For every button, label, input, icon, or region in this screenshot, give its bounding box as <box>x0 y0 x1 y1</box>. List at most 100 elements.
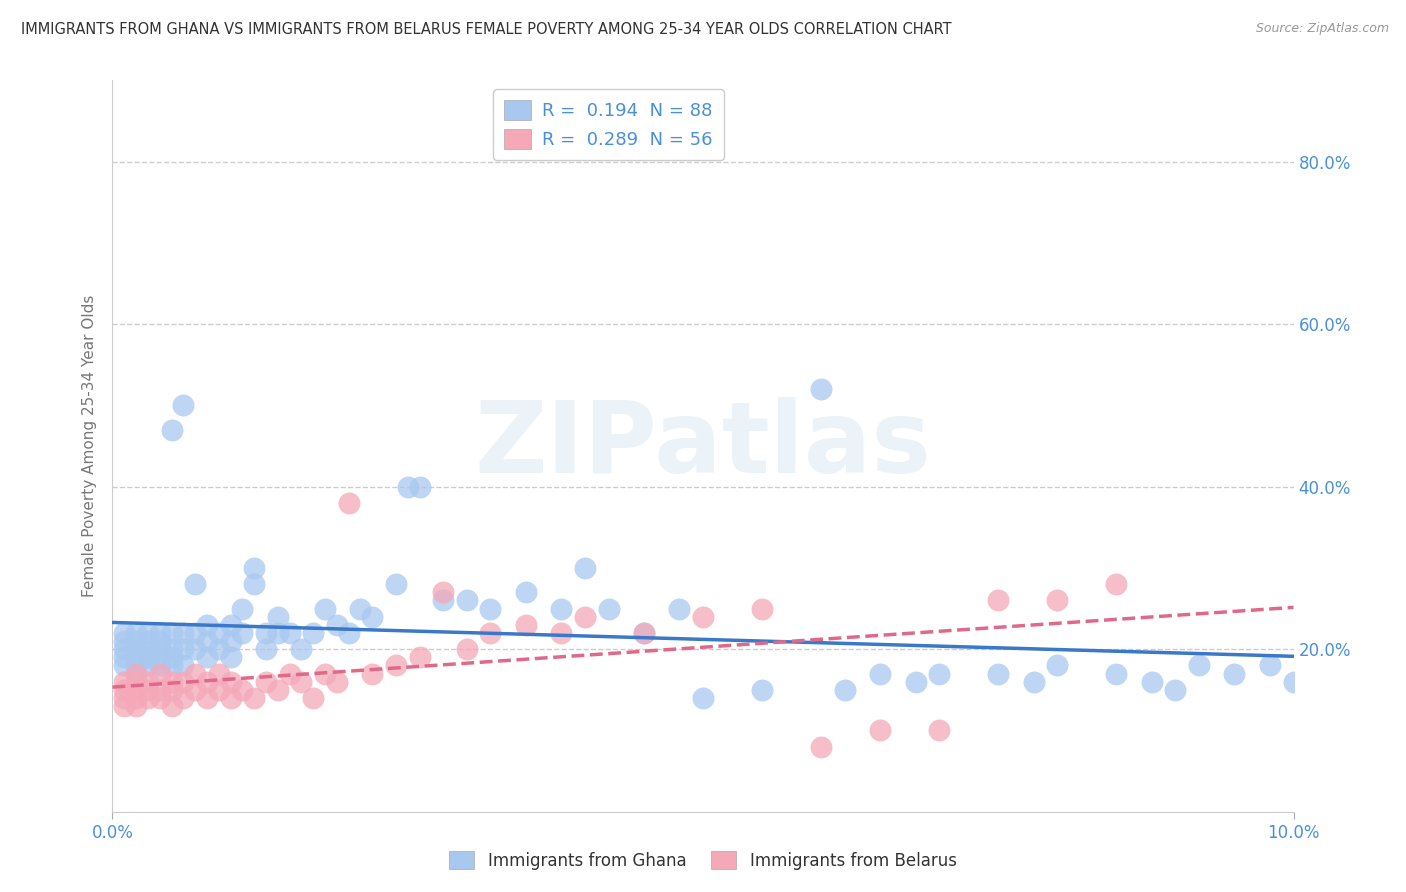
Point <box>278 626 301 640</box>
Point <box>1140 674 1163 689</box>
Point <box>136 674 159 689</box>
Point <box>149 682 172 697</box>
Point <box>1022 674 1045 689</box>
Point <box>136 658 159 673</box>
Point <box>337 626 360 640</box>
Point <box>479 626 502 640</box>
Point <box>160 642 183 657</box>
Point <box>136 650 159 665</box>
Point <box>149 626 172 640</box>
Point <box>208 642 231 657</box>
Point <box>231 601 253 615</box>
Point <box>195 634 218 648</box>
Point <box>692 690 714 705</box>
Point <box>432 593 454 607</box>
Point <box>904 674 927 689</box>
Point <box>1188 658 1211 673</box>
Point <box>243 690 266 705</box>
Point <box>869 723 891 738</box>
Point <box>136 642 159 657</box>
Point <box>160 650 183 665</box>
Point <box>633 626 655 640</box>
Point <box>172 674 194 689</box>
Point <box>633 626 655 640</box>
Point <box>928 723 950 738</box>
Point <box>112 626 135 640</box>
Point <box>136 690 159 705</box>
Text: Source: ZipAtlas.com: Source: ZipAtlas.com <box>1256 22 1389 36</box>
Point <box>125 666 148 681</box>
Point <box>112 642 135 657</box>
Point <box>125 634 148 648</box>
Point <box>314 666 336 681</box>
Y-axis label: Female Poverty Among 25-34 Year Olds: Female Poverty Among 25-34 Year Olds <box>82 295 97 597</box>
Point <box>184 666 207 681</box>
Point <box>219 650 242 665</box>
Point <box>112 682 135 697</box>
Point <box>125 699 148 714</box>
Point <box>267 609 290 624</box>
Point <box>692 609 714 624</box>
Point <box>479 601 502 615</box>
Point <box>149 666 172 681</box>
Point <box>1105 666 1128 681</box>
Point <box>267 626 290 640</box>
Point <box>574 561 596 575</box>
Point <box>987 666 1010 681</box>
Point <box>361 609 384 624</box>
Point <box>160 682 183 697</box>
Point <box>361 666 384 681</box>
Point <box>219 690 242 705</box>
Point <box>349 601 371 615</box>
Point <box>408 650 430 665</box>
Point <box>195 617 218 632</box>
Point <box>290 674 312 689</box>
Point <box>160 658 183 673</box>
Point <box>278 666 301 681</box>
Point <box>515 617 537 632</box>
Point <box>550 626 572 640</box>
Point <box>136 682 159 697</box>
Point <box>172 642 194 657</box>
Point <box>432 585 454 599</box>
Point <box>219 634 242 648</box>
Point <box>172 626 194 640</box>
Point <box>172 658 194 673</box>
Point <box>928 666 950 681</box>
Point <box>160 674 183 689</box>
Point <box>219 617 242 632</box>
Point <box>574 609 596 624</box>
Point <box>149 642 172 657</box>
Point <box>1046 593 1069 607</box>
Point <box>869 666 891 681</box>
Point <box>125 626 148 640</box>
Point <box>125 642 148 657</box>
Point <box>112 650 135 665</box>
Point <box>267 682 290 697</box>
Point <box>112 690 135 705</box>
Point <box>254 626 277 640</box>
Point <box>834 682 856 697</box>
Point <box>136 626 159 640</box>
Point <box>231 626 253 640</box>
Point <box>302 626 325 640</box>
Point <box>751 601 773 615</box>
Point <box>136 650 159 665</box>
Point <box>302 690 325 705</box>
Point <box>208 626 231 640</box>
Point <box>456 593 478 607</box>
Point <box>195 690 218 705</box>
Point <box>598 601 620 615</box>
Point <box>396 480 419 494</box>
Point <box>125 658 148 673</box>
Point <box>1046 658 1069 673</box>
Point <box>112 674 135 689</box>
Point <box>550 601 572 615</box>
Point <box>751 682 773 697</box>
Point <box>1105 577 1128 591</box>
Text: IMMIGRANTS FROM GHANA VS IMMIGRANTS FROM BELARUS FEMALE POVERTY AMONG 25-34 YEAR: IMMIGRANTS FROM GHANA VS IMMIGRANTS FROM… <box>21 22 952 37</box>
Point <box>290 642 312 657</box>
Point <box>326 674 349 689</box>
Point <box>385 658 408 673</box>
Point <box>125 666 148 681</box>
